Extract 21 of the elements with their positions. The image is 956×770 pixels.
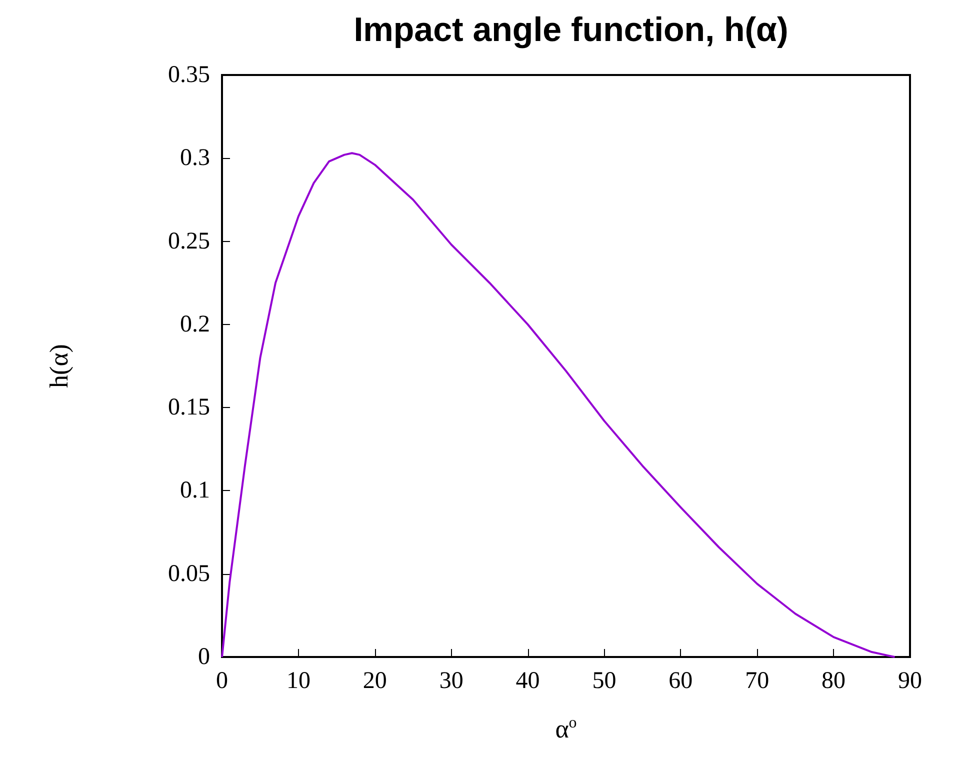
- y-tick-label: 0.25: [168, 228, 210, 254]
- x-tick-label: 30: [439, 668, 464, 694]
- chart-title: Impact angle function, h(α): [354, 11, 788, 49]
- x-tick-label: 80: [822, 668, 846, 694]
- y-axis-title: h(α): [44, 344, 74, 388]
- y-tick-label: 0.3: [180, 145, 210, 172]
- y-tick-label: 0.2: [180, 311, 210, 338]
- y-tick-label: 0.1: [180, 478, 210, 504]
- line-series: [221, 152, 896, 658]
- x-tick-label: 60: [668, 668, 693, 694]
- x-tick-label: 90: [898, 668, 922, 694]
- x-tick-label: 20: [362, 668, 387, 694]
- x-tick-label: 0: [216, 668, 228, 694]
- x-tick-label: 40: [516, 668, 540, 694]
- x-tick-label: 10: [286, 668, 310, 694]
- y-tick-label: 0.35: [168, 62, 210, 88]
- y-tick-label: 0.15: [168, 394, 210, 421]
- x-tick-label: 70: [745, 668, 770, 694]
- x-tick-label: 50: [592, 668, 616, 694]
- y-tick-label: 0: [198, 644, 210, 670]
- y-tick-label: 0.05: [168, 560, 210, 587]
